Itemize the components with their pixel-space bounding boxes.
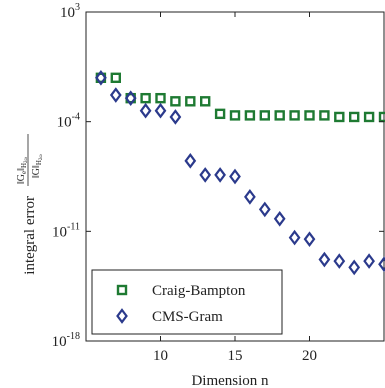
legend-box — [91, 269, 283, 335]
diamond-marker — [169, 109, 182, 125]
fraction-numerator: ‖Ge‖H2ω — [16, 156, 29, 184]
legend: Craig-Bampton CMS-Gram — [91, 269, 283, 335]
diamond-marker — [333, 253, 346, 269]
diamond-marker — [139, 102, 152, 119]
diamond-marker — [214, 167, 226, 183]
x-tick-label: 15 — [228, 348, 243, 364]
legend-label: CMS-Gram — [152, 309, 223, 325]
diamond-marker — [244, 189, 256, 205]
square-marker — [289, 110, 300, 121]
square-marker — [199, 96, 211, 107]
series-square — [95, 72, 385, 123]
diamond-marker — [109, 87, 122, 103]
diamond-marker — [124, 90, 137, 106]
data-marks — [95, 69, 385, 276]
diamond-marker — [378, 256, 385, 273]
y-tick-label: 10-18 — [52, 331, 80, 350]
y-tick-label: 10-4 — [57, 112, 80, 131]
square-marker — [185, 96, 196, 107]
x-tick-label: 20 — [302, 348, 317, 364]
square-marker — [274, 110, 285, 121]
diamond-marker — [363, 253, 375, 269]
square-marker — [155, 92, 166, 104]
y-tick-label: 10-11 — [52, 221, 80, 240]
y-axis-label-text: integral error — [22, 196, 38, 275]
x-tick-label: 10 — [153, 348, 168, 364]
diamond-marker — [303, 231, 316, 248]
square-marker — [110, 72, 122, 84]
y-axis-fraction: ‖Ge‖H2ω ‖G‖H2ω — [16, 134, 44, 186]
square-marker — [349, 111, 360, 123]
diamond-marker — [229, 168, 241, 185]
square-marker — [170, 96, 181, 107]
square-marker — [304, 110, 315, 121]
square-marker — [378, 111, 385, 123]
series-diamond — [95, 69, 385, 276]
legend-diamond-marker — [116, 308, 128, 324]
diamond-marker — [199, 167, 212, 183]
x-axis-label: Dimension n — [191, 373, 269, 388]
diamond-marker — [288, 229, 301, 246]
diamond-marker — [154, 102, 167, 119]
square-marker — [140, 92, 151, 104]
y-axis-label: integral error ‖Ge‖H2ω ‖G‖H2ω — [16, 134, 44, 275]
square-marker — [244, 110, 256, 121]
diamond-marker — [348, 259, 361, 276]
legend-label: Craig-Bampton — [152, 283, 246, 299]
square-marker — [259, 110, 270, 121]
square-marker — [229, 110, 241, 121]
legend-square-marker — [116, 284, 128, 296]
diamond-marker — [318, 251, 331, 268]
square-marker — [363, 111, 375, 123]
y-tick-label: 103 — [60, 2, 80, 21]
diamond-marker — [184, 152, 197, 169]
axes: 10 15 20 103 10-4 10-11 10-18 — [52, 2, 384, 364]
diamond-marker — [95, 69, 107, 86]
diamond-marker — [273, 210, 286, 227]
square-marker — [334, 111, 345, 123]
fraction-denominator: ‖G‖H2ω — [31, 154, 44, 178]
diamond-marker — [258, 201, 271, 218]
square-marker — [214, 108, 226, 120]
square-marker — [319, 110, 330, 121]
